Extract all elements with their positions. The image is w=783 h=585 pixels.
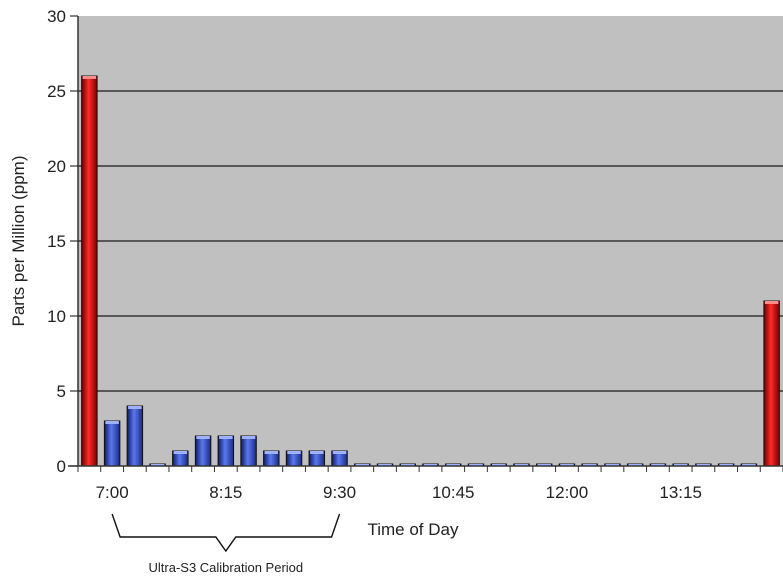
y-tick-label: 25 xyxy=(47,82,66,101)
bar xyxy=(172,450,189,467)
bar-top-highlight xyxy=(378,464,392,466)
bar-body xyxy=(103,420,121,467)
x-tick-label: 7:00 xyxy=(96,483,129,502)
bar-top-highlight xyxy=(150,464,165,466)
bar-top-highlight xyxy=(196,436,210,439)
bar-top-highlight xyxy=(332,451,347,454)
bar-top-highlight xyxy=(105,421,119,424)
bar-top-highlight xyxy=(696,464,711,466)
x-axis-title: Time of Day xyxy=(367,520,459,539)
bar-top-highlight xyxy=(491,464,506,466)
bar xyxy=(194,435,212,467)
y-tick-label: 15 xyxy=(47,232,66,251)
bar-top-highlight xyxy=(401,464,415,466)
bar-body xyxy=(194,435,212,467)
bar-body xyxy=(81,75,98,467)
bar xyxy=(331,450,348,467)
y-tick-label: 30 xyxy=(47,7,66,26)
x-tick-label: 10:45 xyxy=(432,483,475,502)
y-tick-label: 20 xyxy=(47,157,66,176)
bar-top-highlight xyxy=(264,451,279,454)
bar-top-highlight xyxy=(173,451,188,454)
bar-top-highlight xyxy=(241,436,256,439)
bar-top-highlight xyxy=(719,464,733,466)
bar xyxy=(308,450,326,467)
y-tick-label: 0 xyxy=(57,457,66,476)
calibration-bracket xyxy=(111,513,341,553)
x-tick-label: 12:00 xyxy=(546,483,589,502)
bar xyxy=(240,435,257,467)
bar-top-highlight xyxy=(651,464,665,466)
bar-body xyxy=(763,300,780,467)
bar-body xyxy=(126,405,144,467)
bar xyxy=(81,75,98,467)
x-tick-label: 8:15 xyxy=(209,483,242,502)
y-tick-label: 5 xyxy=(57,382,66,401)
y-axis-title: Parts per Million (ppm) xyxy=(9,156,28,327)
bar-top-highlight xyxy=(310,451,324,454)
bar xyxy=(263,450,280,467)
bar-top-highlight xyxy=(219,436,233,439)
bar-top-highlight xyxy=(82,76,97,79)
bar-top-highlight xyxy=(673,464,688,466)
y-axis-ticks: 0 5 10 15 20 25 30 xyxy=(47,7,78,476)
bar-top-highlight xyxy=(423,464,438,466)
bar-top-highlight xyxy=(605,464,620,466)
x-tick-label: 13:15 xyxy=(659,483,702,502)
calibration-period-label: Ultra-S3 Calibration Period xyxy=(149,560,304,575)
bar xyxy=(126,405,144,467)
bar-top-highlight xyxy=(128,406,142,409)
annotations: Ultra-S3 Calibration Period xyxy=(111,513,341,575)
bar-top-highlight xyxy=(742,464,756,466)
bar-top-highlight xyxy=(514,464,529,466)
bar xyxy=(285,450,303,467)
grid-lines xyxy=(78,90,783,392)
bar-top-highlight xyxy=(469,464,483,466)
bar-top-highlight xyxy=(446,464,460,466)
bar xyxy=(217,435,235,467)
bar-top-highlight xyxy=(560,464,574,466)
y-tick-label: 10 xyxy=(47,307,66,326)
bar-top-highlight xyxy=(628,464,642,466)
bar-body xyxy=(217,435,235,467)
bar xyxy=(103,420,121,467)
bar-top-highlight xyxy=(582,464,597,466)
bar-top-highlight xyxy=(537,464,551,466)
bar-top-highlight xyxy=(764,301,779,304)
bar-top-highlight xyxy=(287,451,301,454)
bar xyxy=(763,300,780,467)
bar-body xyxy=(240,435,257,467)
x-tick-label: 9:30 xyxy=(323,483,356,502)
x-axis-ticks: 7:00 8:15 9:30 10:45 12:00 13:15 xyxy=(77,466,783,502)
bar-top-highlight xyxy=(355,464,370,466)
